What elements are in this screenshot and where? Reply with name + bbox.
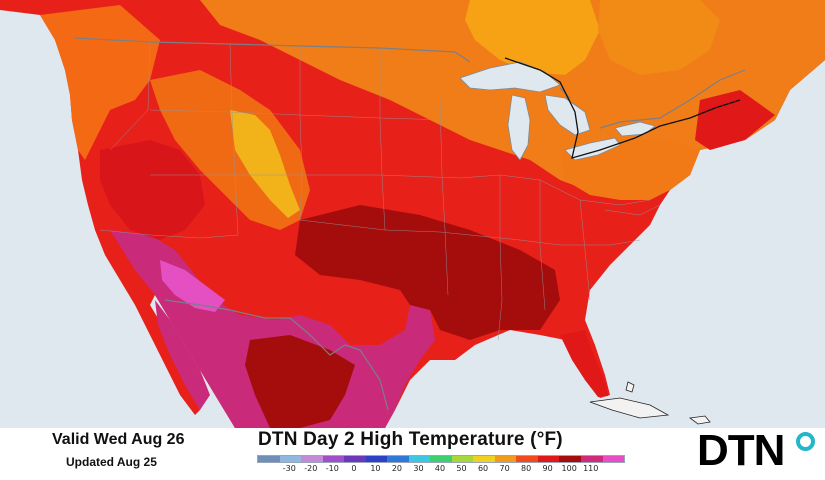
legend-swatch: [537, 456, 560, 462]
legend-tick-label: 20: [391, 464, 403, 473]
updated-date: Updated Aug 25: [66, 455, 157, 469]
legend-swatch: [559, 456, 581, 462]
legend-swatch: [387, 456, 409, 462]
temperature-legend: -30 -20 -10 0 10 20 30 40 50 60 70 80 90 100 110: [257, 455, 625, 475]
legend-tick-label: 80: [521, 464, 532, 473]
legend-tick-label: 50: [456, 464, 467, 473]
dtn-logo: DTN: [697, 426, 819, 478]
legend-swatch: [602, 456, 625, 462]
legend-tick-label: 60: [477, 464, 489, 473]
legend-tick-label: 110: [583, 464, 599, 473]
south-mexico-dark-red: [245, 335, 355, 428]
southern-plains-dark-red: [295, 205, 560, 340]
legend-tick-label: -30: [282, 464, 296, 473]
legend-tick-label: 40: [434, 464, 446, 473]
caribbean-islands: [589, 381, 711, 425]
us-mexico-border: [164, 299, 389, 411]
lake-erie: [564, 137, 621, 161]
legend-swatch: [258, 456, 280, 462]
legend-tick-label: 30: [413, 464, 424, 473]
legend-swatch: [322, 456, 345, 462]
legend-swatch: [494, 456, 517, 462]
legend-tick-label: -10: [325, 464, 339, 473]
lake-huron: [544, 94, 591, 136]
legend-swatch: [344, 456, 366, 462]
sonoran-hot-pink: [160, 260, 225, 312]
legend-tick-label: -20: [304, 464, 318, 473]
legend-tick-label: 10: [370, 464, 381, 473]
borders: [74, 37, 746, 411]
great-lakes: [459, 61, 656, 161]
bahamas: [625, 381, 635, 393]
legend-swatch: [279, 456, 302, 462]
cuba: [589, 397, 670, 419]
logo-text: DTN: [697, 426, 785, 475]
lake-michigan: [507, 94, 531, 161]
legend-swatch: [365, 456, 388, 462]
legend-swatch: [580, 456, 603, 462]
great-basin-red: [100, 140, 205, 240]
valid-date: Valid Wed Aug 26: [52, 431, 185, 448]
legend-tick-label: 90: [542, 464, 553, 473]
pacific-northwest-orange: [40, 5, 160, 160]
legend-color-bar: [257, 455, 625, 463]
temperature-map: [0, 0, 825, 428]
baja-magenta: [155, 300, 210, 410]
logo-ring-icon: [796, 432, 815, 451]
map-footer: Valid Wed Aug 26 Updated Aug 25 DTN Day …: [0, 426, 825, 480]
legend-swatch: [451, 456, 474, 462]
legend-tick-label: 100: [561, 464, 577, 473]
map-title: DTN Day 2 High Temperature (°F): [258, 429, 563, 450]
state-lines: [99, 41, 661, 341]
hispaniola: [688, 415, 711, 425]
legend-swatch: [430, 456, 452, 462]
legend-swatch: [473, 456, 495, 462]
hudson-region-yellow-orange: [465, 0, 600, 75]
florida-red: [560, 330, 608, 397]
rockies-yellow-peaks: [230, 110, 300, 218]
legend-swatch: [408, 456, 431, 462]
legend-swatch: [516, 456, 538, 462]
legend-swatch: [301, 456, 323, 462]
lake-superior: [459, 61, 561, 93]
eastern-canada-orange: [598, 0, 720, 75]
legend-tick-label: 70: [499, 464, 510, 473]
legend-labels: -30 -20 -10 0 10 20 30 40 50 60 70 80 90 100 110: [257, 464, 623, 475]
st-lawrence-river: [504, 57, 741, 159]
legend-tick-label: 0: [351, 464, 357, 473]
ne-coast-red: [695, 90, 775, 150]
